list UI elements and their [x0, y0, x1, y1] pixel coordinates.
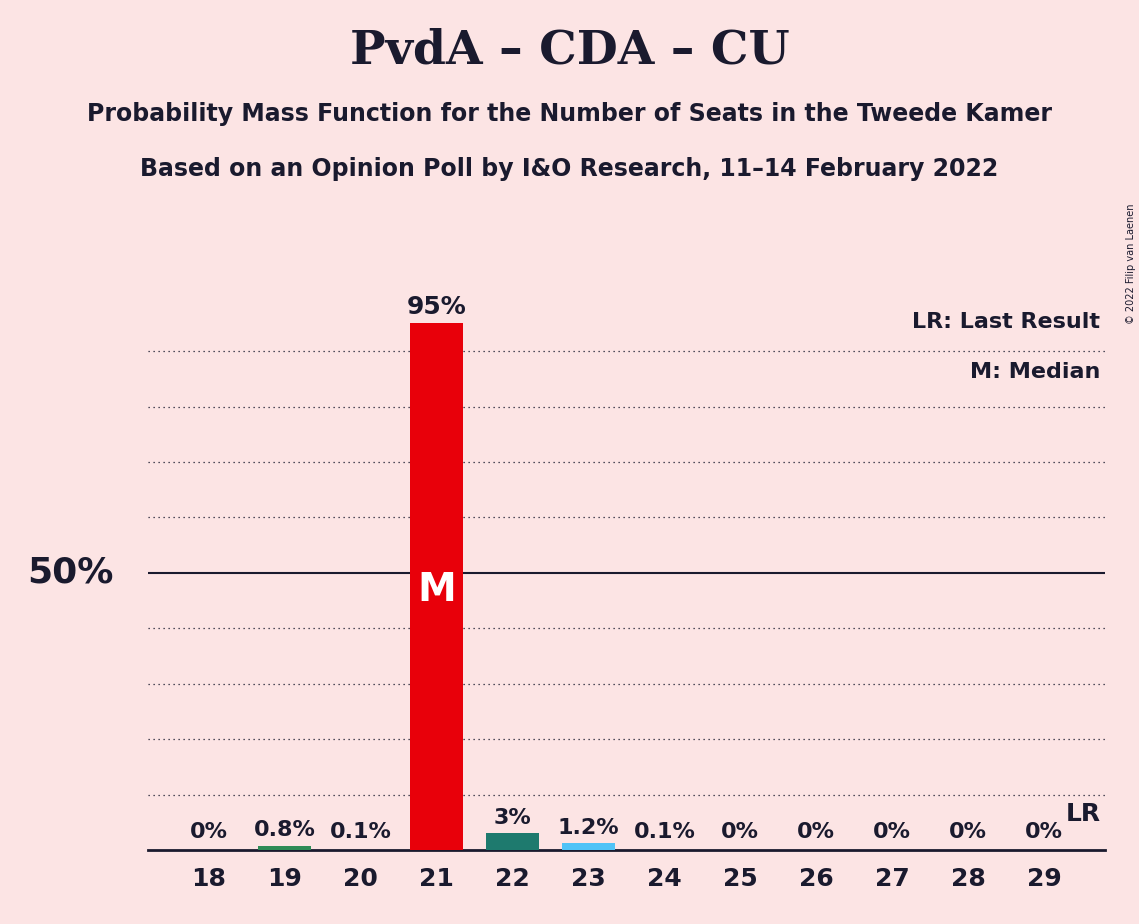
Text: © 2022 Filip van Laenen: © 2022 Filip van Laenen	[1126, 203, 1136, 323]
Text: 0%: 0%	[949, 821, 988, 842]
Text: 0.1%: 0.1%	[633, 821, 695, 842]
Text: M: Median: M: Median	[969, 362, 1100, 383]
Text: Probability Mass Function for the Number of Seats in the Tweede Kamer: Probability Mass Function for the Number…	[87, 102, 1052, 126]
Text: 0%: 0%	[190, 821, 228, 842]
Text: PvdA – CDA – CU: PvdA – CDA – CU	[350, 28, 789, 74]
Text: 95%: 95%	[407, 295, 467, 319]
Bar	[486, 833, 539, 850]
Text: 0%: 0%	[874, 821, 911, 842]
Bar	[410, 323, 464, 850]
Text: LR: LR	[1066, 802, 1101, 826]
Text: 0%: 0%	[721, 821, 760, 842]
Text: Based on an Opinion Poll by I&O Research, 11–14 February 2022: Based on an Opinion Poll by I&O Research…	[140, 157, 999, 181]
Text: M: M	[417, 570, 456, 609]
Text: 0%: 0%	[1025, 821, 1063, 842]
Bar	[259, 845, 311, 850]
Text: LR: Last Result: LR: Last Result	[912, 312, 1100, 333]
Text: 0.8%: 0.8%	[254, 821, 316, 840]
Text: 0%: 0%	[797, 821, 835, 842]
Text: 50%: 50%	[27, 556, 114, 590]
Text: 1.2%: 1.2%	[558, 818, 620, 838]
Bar	[562, 844, 615, 850]
Text: 0.1%: 0.1%	[330, 821, 392, 842]
Text: 3%: 3%	[493, 808, 532, 828]
